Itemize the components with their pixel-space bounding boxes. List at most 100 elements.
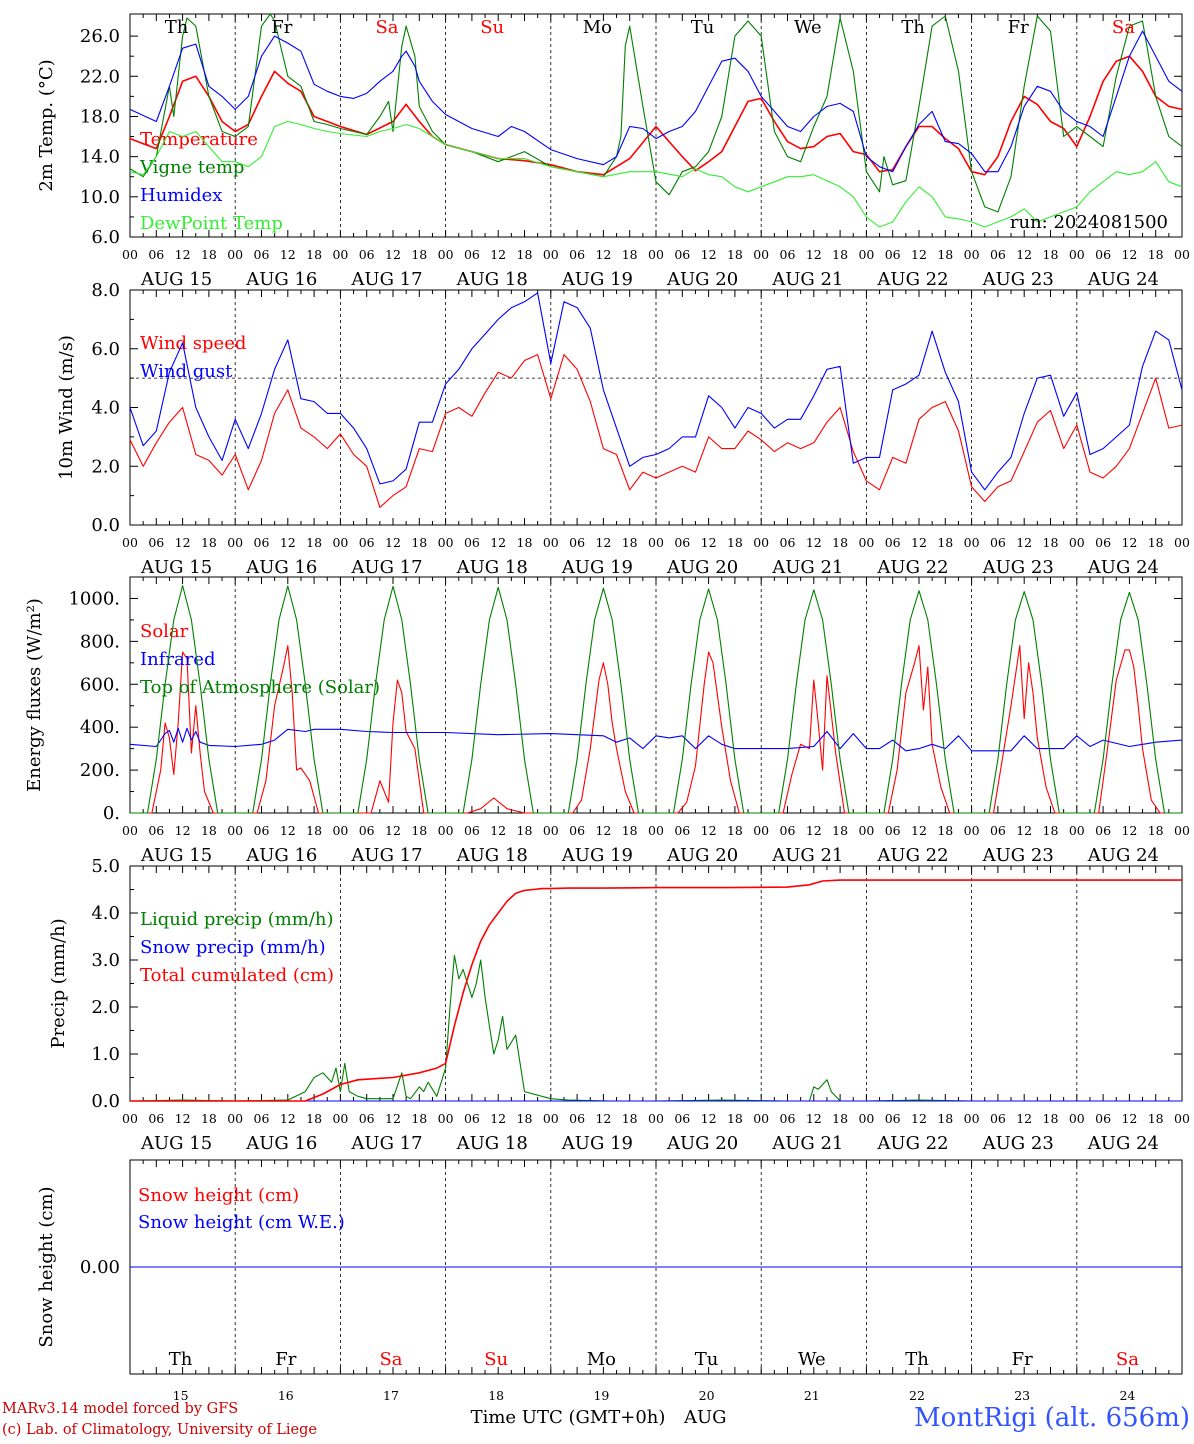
x-hour-label: 06: [464, 247, 480, 262]
day-number-label: 20: [699, 1388, 715, 1403]
x-date-label: AUG 15: [140, 269, 212, 290]
x-hour-label: 00: [753, 535, 769, 550]
x-date-label: AUG 15: [140, 557, 212, 578]
x-date-label: AUG 17: [350, 557, 422, 578]
x-date-label: AUG 18: [456, 845, 528, 866]
series-line-vigne-temp: [129, 13, 1183, 213]
x-date-label: AUG 16: [245, 557, 317, 578]
x-hour-label: 18: [937, 823, 953, 838]
day-of-week-label: Sa: [375, 17, 398, 38]
x-hour-label: 12: [175, 823, 191, 838]
day-of-week-label: Sa: [1112, 17, 1135, 38]
y-tick-label: 18.0: [80, 106, 120, 127]
y-tick-label: 400.: [80, 717, 120, 738]
station-label: MontRigi (alt. 656m): [914, 1403, 1190, 1433]
x-hour-label: 12: [806, 1111, 822, 1126]
legend-entry: Solar: [140, 621, 189, 642]
y-tick-label: 0.0: [91, 1091, 120, 1112]
x-hour-label: 18: [622, 535, 638, 550]
y-tick-label: 2.0: [91, 997, 120, 1018]
x-hour-label: 12: [595, 823, 611, 838]
x-hour-label: 00: [227, 823, 243, 838]
x-hour-label: 18: [937, 247, 953, 262]
y-axis-label: Precip (mm/h): [48, 918, 69, 1048]
x-hour-label: 18: [622, 247, 638, 262]
y-axis-label: 10m Wind (m/s): [56, 335, 77, 480]
x-date-label: AUG 21: [771, 1133, 843, 1154]
x-hour-label: 18: [306, 535, 322, 550]
x-hour-label: 12: [911, 535, 927, 550]
day-of-week-label: Su: [484, 1349, 508, 1370]
day-of-week-label: Th: [901, 17, 925, 38]
x-hour-label: 06: [569, 1111, 585, 1126]
x-date-label: AUG 21: [771, 269, 843, 290]
x-hour-label: 00: [543, 535, 559, 550]
x-hour-label: 12: [806, 247, 822, 262]
x-hour-label: 06: [885, 1111, 901, 1126]
x-hour-label: 06: [674, 1111, 690, 1126]
x-hour-label: 12: [1121, 1111, 1137, 1126]
x-hour-label: 00: [1069, 247, 1085, 262]
y-axis-label: Snow height (cm): [36, 1186, 57, 1347]
x-hour-label: 12: [280, 823, 296, 838]
day-of-week-label: Mo: [583, 17, 612, 38]
x-hour-label: 06: [990, 247, 1006, 262]
x-hour-label: 00: [332, 1111, 348, 1126]
y-tick-label: 3.0: [91, 950, 120, 971]
x-hour-label: 18: [306, 823, 322, 838]
x-hour-label: 12: [1121, 823, 1137, 838]
x-hour-label: 06: [464, 823, 480, 838]
x-hour-label: 18: [622, 823, 638, 838]
x-hour-label: 18: [306, 1111, 322, 1126]
x-hour-label: 18: [937, 1111, 953, 1126]
y-tick-label: 6.0: [91, 339, 120, 360]
x-hour-label: 00: [648, 247, 664, 262]
x-date-label: AUG 16: [245, 1133, 317, 1154]
day-of-week-label: Tu: [695, 1349, 719, 1370]
x-hour-label: 12: [175, 247, 191, 262]
x-axis-title: Time UTC (GMT+0h): [471, 1407, 666, 1428]
x-date-label: AUG 15: [140, 845, 212, 866]
x-hour-label: 18: [306, 247, 322, 262]
x-hour-label: 06: [359, 823, 375, 838]
y-tick-label: 22.0: [80, 66, 120, 87]
panel-1-frame: [129, 13, 1183, 238]
x-hour-label: 18: [1043, 535, 1059, 550]
x-date-label: AUG 19: [561, 1133, 633, 1154]
x-date-label: AUG 21: [771, 557, 843, 578]
y-tick-label: 10.0: [80, 187, 120, 208]
x-hour-label: 18: [832, 535, 848, 550]
legend-entry: Liquid precip (mm/h): [140, 909, 334, 930]
x-date-label: AUG 15: [140, 1133, 212, 1154]
x-hour-label: 18: [411, 535, 427, 550]
x-hour-label: 00: [543, 247, 559, 262]
x-hour-label: 12: [385, 823, 401, 838]
x-hour-label: 12: [490, 535, 506, 550]
day-number-label: 23: [1014, 1388, 1030, 1403]
x-date-label: AUG 19: [561, 269, 633, 290]
x-hour-label: 12: [280, 535, 296, 550]
x-hour-label: 12: [595, 535, 611, 550]
x-date-label: AUG 17: [350, 269, 422, 290]
legend-entry: Snow height (cm W.E.): [138, 1212, 345, 1233]
x-hour-label: 06: [674, 823, 690, 838]
x-hour-label: 00: [543, 823, 559, 838]
x-hour-label: 18: [1043, 823, 1059, 838]
legend-entry: Infrared: [140, 649, 215, 670]
x-hour-label: 00: [332, 823, 348, 838]
x-hour-label: 00: [964, 247, 980, 262]
series-line-dewpoint-temp: [129, 120, 1183, 228]
x-date-label: AUG 22: [876, 269, 948, 290]
x-hour-label: 00: [1069, 535, 1085, 550]
day-number-label: 17: [383, 1388, 399, 1403]
x-hour-label: 18: [201, 247, 217, 262]
x-hour-label: 12: [595, 1111, 611, 1126]
legend-entry: DewPoint Temp: [140, 213, 283, 234]
x-hour-label: 00: [858, 535, 874, 550]
x-hour-label: 12: [385, 535, 401, 550]
x-date-label: AUG 21: [771, 845, 843, 866]
x-hour-label: 00: [753, 823, 769, 838]
x-hour-label: 18: [1043, 1111, 1059, 1126]
legend-entry: Snow precip (mm/h): [140, 937, 326, 958]
day-of-week-label: Th: [169, 1349, 193, 1370]
